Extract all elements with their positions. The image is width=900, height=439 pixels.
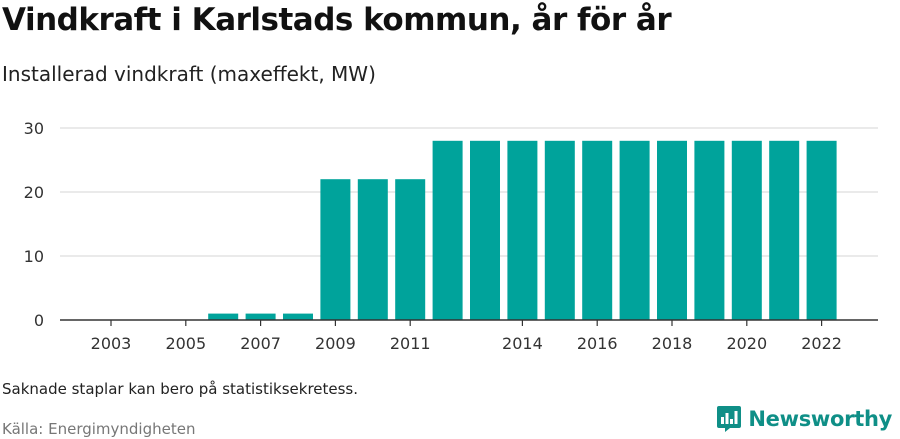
- bar-2011: [395, 179, 426, 320]
- x-tick-label: 2011: [390, 334, 431, 353]
- x-tick-label: 2005: [165, 334, 206, 353]
- bar-2013: [470, 140, 500, 320]
- y-axis-ticks: 0 10 20 30: [24, 119, 44, 330]
- x-tick-label: 2016: [577, 334, 618, 353]
- bar-2008: [283, 313, 313, 320]
- y-tick-label: 20: [24, 183, 44, 202]
- x-tick-label: 2007: [240, 334, 281, 353]
- x-tick-label: 2014: [502, 334, 543, 353]
- chart-subtitle: Installerad vindkraft (maxeffekt, MW): [2, 62, 376, 86]
- bar-chart: 0 10 20 30 2003 2005 2007 2009 2011 2014 2016 2018…: [24, 119, 878, 353]
- bar-2007: [245, 313, 276, 320]
- bar-chart-badge-icon: [717, 406, 742, 432]
- x-tick-label: 2018: [652, 334, 693, 353]
- x-tick-label: 2020: [726, 334, 767, 353]
- bar-2021: [769, 140, 800, 320]
- x-tick-label: 2009: [315, 334, 356, 353]
- y-tick-label: 10: [24, 247, 44, 266]
- bar-2014: [507, 140, 538, 320]
- source-label: Källa: Energimyndigheten: [2, 420, 196, 438]
- y-tick-label: 0: [34, 311, 44, 330]
- bar-2017: [619, 140, 650, 320]
- bar-2019: [694, 140, 725, 320]
- x-axis-ticks: 2003 2005 2007 2009 2011 2014 2016 2018 2020 2022: [91, 320, 842, 353]
- bar-2022: [806, 140, 837, 320]
- x-tick-label: 2022: [801, 334, 842, 353]
- y-tick-label: 30: [24, 119, 44, 138]
- newsworthy-logo: Newsworthy: [716, 405, 892, 433]
- footnote: Saknade staplar kan bero på statistiksek…: [2, 380, 359, 398]
- bar-2016: [582, 140, 613, 320]
- bar-2018: [657, 140, 687, 320]
- x-tick-label: 2003: [91, 334, 132, 353]
- bar-2006: [208, 313, 239, 320]
- bar-2012: [432, 140, 463, 320]
- bar-2009: [320, 179, 351, 320]
- bars: [208, 140, 837, 320]
- bar-2015: [544, 140, 575, 320]
- brand-name: Newsworthy: [748, 407, 892, 431]
- chart-title: Vindkraft i Karlstads kommun, år för år: [2, 2, 672, 38]
- bar-2010: [357, 179, 388, 320]
- bar-2020: [731, 140, 762, 320]
